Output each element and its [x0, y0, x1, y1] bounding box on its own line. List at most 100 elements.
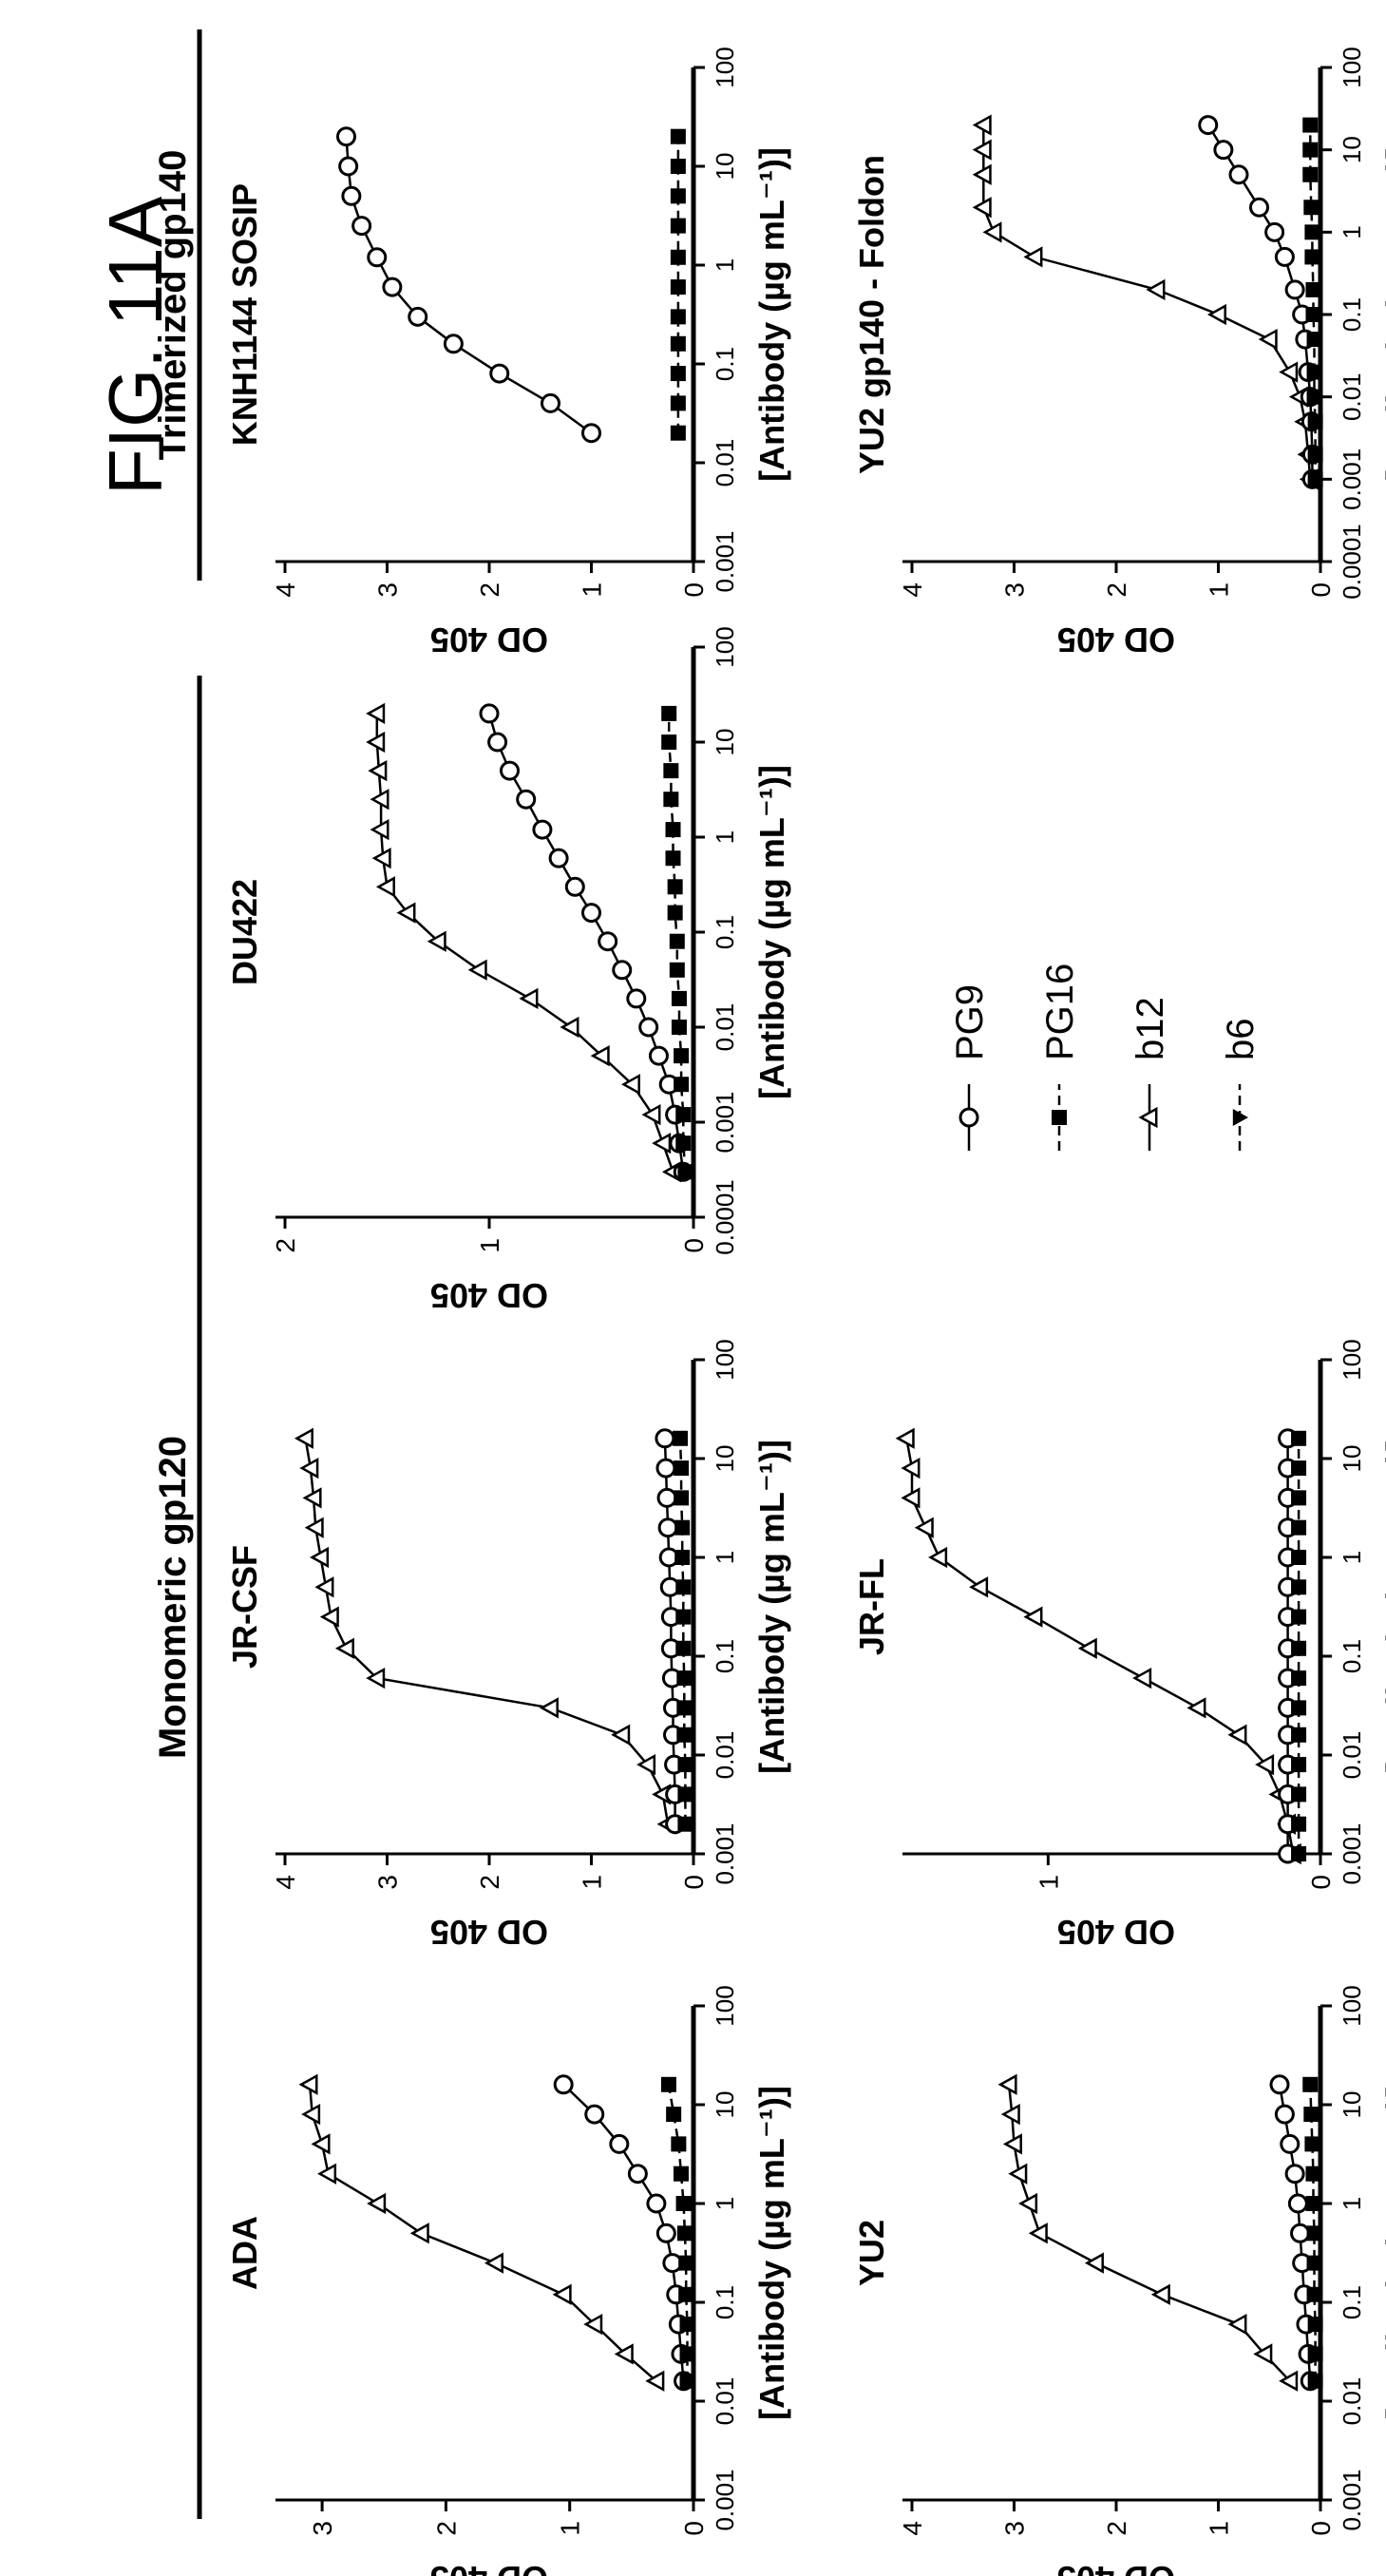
b12-point: [1227, 2313, 1247, 2336]
b12-point: [317, 2163, 337, 2185]
b12-point: [396, 902, 416, 924]
PG16-point: [674, 1077, 690, 1093]
b12-point: [370, 818, 389, 841]
y-tick-label: 1: [578, 1875, 607, 1890]
PG9-point: [487, 732, 508, 753]
PG9-point: [662, 2253, 683, 2274]
b12-point: [519, 987, 539, 1010]
b12-point: [1279, 2370, 1299, 2392]
PG9-point: [336, 126, 356, 147]
x-tick-label: 100: [1338, 47, 1366, 87]
b12-point: [539, 1697, 559, 1719]
y-tick-label: 3: [1000, 2521, 1030, 2536]
PG16-point: [1305, 2196, 1321, 2211]
b12-point: [319, 1606, 339, 1628]
PG16-point: [670, 366, 686, 382]
y-tick-label: 0: [1306, 1875, 1336, 1890]
chart-title: YU2 gp140 - Foldon: [852, 155, 891, 474]
b12-point: [552, 2283, 572, 2305]
PG9-point: [443, 334, 464, 354]
PG9-point: [1274, 246, 1295, 267]
chart-panel-2: JR-CSF 0.001 0.01 0.1 1 10 100 0 1 2 3 4 [Antibody (…: [225, 1339, 791, 1952]
b12-point: [1077, 1637, 1097, 1659]
PG16-point: [678, 2255, 694, 2271]
PG16-point: [1306, 2225, 1322, 2242]
b12-line: [375, 713, 674, 1173]
x-tick-label: 10: [711, 729, 739, 756]
y-tick-label: 3: [373, 1875, 403, 1890]
series-PG16: [1302, 2076, 1323, 2389]
x-axis-label: [Antibody (µg mL⁻¹)]: [752, 147, 791, 482]
PG16-point: [1307, 471, 1323, 487]
x-tick-label: 0.1: [711, 915, 739, 949]
PG9-point: [638, 1017, 659, 1038]
y-tick-label: 0: [1306, 2521, 1336, 2536]
b12-point: [1255, 1753, 1275, 1776]
PG16-point: [1306, 2286, 1322, 2302]
PG9-point: [479, 703, 500, 724]
PG16-point: [1306, 364, 1322, 380]
group-label-monomeric: Monomeric gp120: [152, 1436, 194, 1759]
b12-point: [928, 1546, 948, 1569]
legend-label: PG16: [1039, 964, 1081, 1060]
PG16-point: [670, 309, 686, 325]
PG9-point: [655, 1458, 676, 1479]
y-tick-label: 2: [271, 1238, 300, 1253]
PG9-point: [564, 876, 585, 897]
PG9-point: [648, 1045, 669, 1066]
PG16-point: [1291, 1640, 1307, 1656]
x-tick-label: 10: [711, 153, 739, 181]
x-tick-label: 0.001: [1338, 1822, 1366, 1884]
x-tick-label: 0.001: [711, 1822, 739, 1884]
x-tick-label: 100: [1338, 1985, 1366, 2026]
b12-point: [590, 1044, 610, 1067]
PG16-point: [670, 188, 686, 204]
PG16-point: [674, 1550, 691, 1565]
PG16-line: [667, 2084, 689, 2381]
PG16-point: [1291, 1550, 1307, 1565]
b12-point: [299, 1457, 319, 1479]
PG16-point: [1291, 1816, 1307, 1832]
x-tick-label: 0.01: [711, 439, 739, 487]
legend-label: b6: [1220, 1019, 1262, 1061]
b12-point: [366, 731, 386, 754]
series-PG16: [670, 128, 686, 441]
b12-point: [334, 1637, 354, 1659]
b12-point: [969, 1576, 989, 1598]
x-tick-label: 0.001: [1338, 448, 1366, 510]
series-PG9: [1269, 2074, 1320, 2392]
b12-point: [901, 1487, 921, 1509]
PG9-point: [655, 1428, 675, 1449]
PG16-point: [1307, 447, 1323, 463]
b12-point: [314, 1576, 334, 1598]
PG16-point: [677, 1816, 693, 1832]
x-tick-label: 0.001: [711, 2469, 739, 2530]
b12-point: [614, 2343, 634, 2365]
chart-title: JR-CSF: [225, 1545, 264, 1669]
PG16-point: [670, 425, 686, 441]
x-axis-label: [Antibody (µg mL⁻¹)]: [752, 1440, 791, 1774]
PG16-point: [1306, 389, 1322, 405]
x-tick-label: 0.01: [1338, 2377, 1366, 2426]
b12-point: [1084, 2252, 1104, 2274]
b12-point: [1008, 2163, 1028, 2185]
x-tick-label: 0.1: [1338, 2285, 1366, 2319]
y-tick-label: 4: [271, 582, 300, 598]
PG9-point: [1213, 140, 1234, 161]
b12-point: [427, 930, 446, 952]
legend-item-b6: b6: [1220, 1019, 1262, 1151]
PG16-point: [674, 1048, 690, 1064]
b12-point: [1227, 1724, 1247, 1746]
PG16-point: [677, 1164, 693, 1180]
PG9-point: [408, 306, 428, 327]
PG16-point: [675, 1107, 692, 1123]
x-axis-label: [Antibody (µg mL⁻¹)]: [1379, 1440, 1386, 1774]
PG9-point: [646, 2193, 667, 2214]
b12-point: [368, 759, 388, 782]
x-axis-label: [Antibody (µg mL⁻¹)]: [1379, 147, 1386, 482]
PG9-point: [382, 277, 403, 297]
x-tick-label: 10: [1338, 2091, 1366, 2119]
PG9-point: [367, 247, 388, 268]
legend-PG9-point: [959, 1107, 979, 1128]
PG16-point: [676, 1727, 693, 1743]
